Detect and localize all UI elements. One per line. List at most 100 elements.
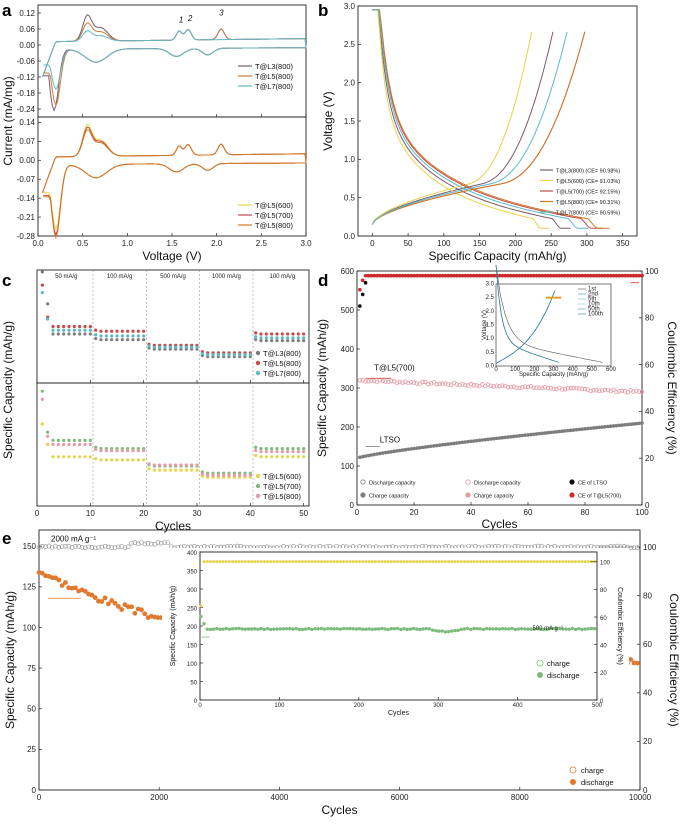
c-top-point xyxy=(280,332,284,336)
e-ce-point xyxy=(122,545,128,551)
d-ce-t-point xyxy=(412,273,416,278)
d-ltso-capacity-point xyxy=(591,426,596,430)
c-bottom-point xyxy=(232,473,236,477)
d-inset-xtick-label: 500 xyxy=(587,367,598,373)
c-bottom-point xyxy=(286,450,290,454)
c-top-point xyxy=(270,336,274,340)
d-ce-t-point xyxy=(363,273,368,278)
c-top-point xyxy=(270,339,274,343)
e-inset-ce-point xyxy=(269,560,273,564)
e-inset-capacity-point xyxy=(532,627,536,631)
c-bottom-point xyxy=(275,455,279,459)
d-legend-label: Discharge capacity xyxy=(369,481,416,487)
c-legend-label: T@L5(600) xyxy=(263,472,302,481)
e-inset-ce-point xyxy=(520,560,524,564)
d-t-capacity-point xyxy=(363,379,368,384)
d-ltso-capacity-point xyxy=(543,431,547,435)
c-bottom-point xyxy=(46,434,50,438)
d-ce-t-point xyxy=(617,273,621,278)
c-bottom-xtick-label: 0 xyxy=(35,509,40,518)
d-t-capacity-point xyxy=(619,388,625,394)
e-inset-ytick-label: 350 xyxy=(187,569,198,575)
c-top-point xyxy=(211,353,215,357)
e-inset-ce-point xyxy=(205,560,209,564)
d-ltso-capacity-point xyxy=(529,432,533,437)
d-ltso-capacity-point xyxy=(574,427,579,432)
d-ce-t-point xyxy=(611,273,616,278)
e-ce-point xyxy=(56,544,62,550)
c-bottom-point xyxy=(302,447,306,451)
c-top-point xyxy=(190,345,194,349)
d-inset-ytick-label: 1.0 xyxy=(486,336,495,342)
d-ltso-capacity-point xyxy=(611,424,616,428)
e-inset-capacity-point xyxy=(361,627,365,631)
e-inset-ce-point xyxy=(231,560,235,564)
e-inset-ce-point xyxy=(202,560,206,564)
e-xtick-label: 0 xyxy=(37,793,42,802)
e-inset-ce-point xyxy=(555,560,559,564)
b-xtick-label: 300 xyxy=(580,239,594,248)
d-ce-t-point xyxy=(400,273,405,278)
c-bottom-point xyxy=(270,450,274,454)
c-bottom-point xyxy=(147,467,151,471)
e-inset-ce-point xyxy=(335,560,339,564)
e-inset-ytick-label: 250 xyxy=(187,606,198,612)
panel-label-a: a xyxy=(2,1,12,20)
b-discharge-curve xyxy=(372,9,610,229)
c-bottom-point xyxy=(88,455,92,459)
b-discharge-curve xyxy=(372,9,603,229)
c-top-point xyxy=(142,334,146,338)
c-bottom-point xyxy=(51,455,55,459)
e-inset-capacity-point xyxy=(272,627,276,631)
d-ltso-capacity-point xyxy=(526,433,530,437)
e-inset-ce-point xyxy=(370,560,374,564)
d-t-capacity-point xyxy=(357,378,363,383)
d-t-capacity-point xyxy=(434,382,439,387)
c-bottom-point xyxy=(227,473,231,477)
e-inset-ce-point xyxy=(501,560,505,564)
d-ce-t-point xyxy=(466,273,470,278)
d-ce-t-point xyxy=(623,273,627,278)
c-top-point xyxy=(136,329,140,333)
d-ce-t-point xyxy=(403,273,408,278)
c-top-point xyxy=(94,336,98,341)
d-t-capacity-point xyxy=(548,386,553,391)
c-bottom-point xyxy=(248,473,252,477)
e-inset-capacity-point xyxy=(319,626,324,631)
panel-label-d: d xyxy=(318,271,328,290)
d-t-capacity-point xyxy=(622,389,628,394)
e-inset-ce-point xyxy=(288,560,292,564)
d-xtick-label: 40 xyxy=(467,508,476,517)
c-top-point xyxy=(110,338,114,342)
c-bottom-point xyxy=(238,473,242,477)
e-inset-capacity-point xyxy=(249,627,254,631)
e-inset-capacity-point xyxy=(507,627,511,631)
d-t-capacity-point xyxy=(540,385,545,391)
c-bottom-point xyxy=(291,455,295,459)
d-ltso-capacity-point xyxy=(454,441,459,445)
c-rate-label: 100 mA/g xyxy=(107,274,133,280)
a-bottom-xtick-label: 1.5 xyxy=(166,239,178,248)
c-bottom-point xyxy=(275,450,279,454)
d-ce-t-point xyxy=(543,273,547,278)
c-bottom-point xyxy=(131,449,135,453)
d-ltso-capacity-point xyxy=(597,425,602,430)
e-inset-ce-point xyxy=(462,560,466,564)
c-top-point xyxy=(296,336,300,340)
e-inset-capacity-point xyxy=(411,626,416,631)
d-ytick-label: 600 xyxy=(341,267,355,276)
d-ce-t-point xyxy=(628,273,633,278)
e-inset-ce-point xyxy=(354,560,358,564)
d-t-capacity-point xyxy=(400,380,405,385)
c-bottom-point xyxy=(120,449,124,453)
e-inset-capacity-point xyxy=(329,626,333,631)
e-inset-ce-point xyxy=(450,560,454,564)
c-top-point xyxy=(275,339,279,343)
c-top-point xyxy=(131,334,135,338)
e-inset-ce-point xyxy=(580,560,584,564)
d-legend-marker xyxy=(360,479,366,485)
e-inset-capacity-point xyxy=(484,626,489,631)
e-inset-ce-point xyxy=(234,560,238,564)
d-t-capacity-point xyxy=(599,388,605,393)
panel-a: a 0.12 0.06 0.00 -0.06 -0.12 -0.18 -0.24 0.0 0.5 1… xyxy=(1,1,312,263)
